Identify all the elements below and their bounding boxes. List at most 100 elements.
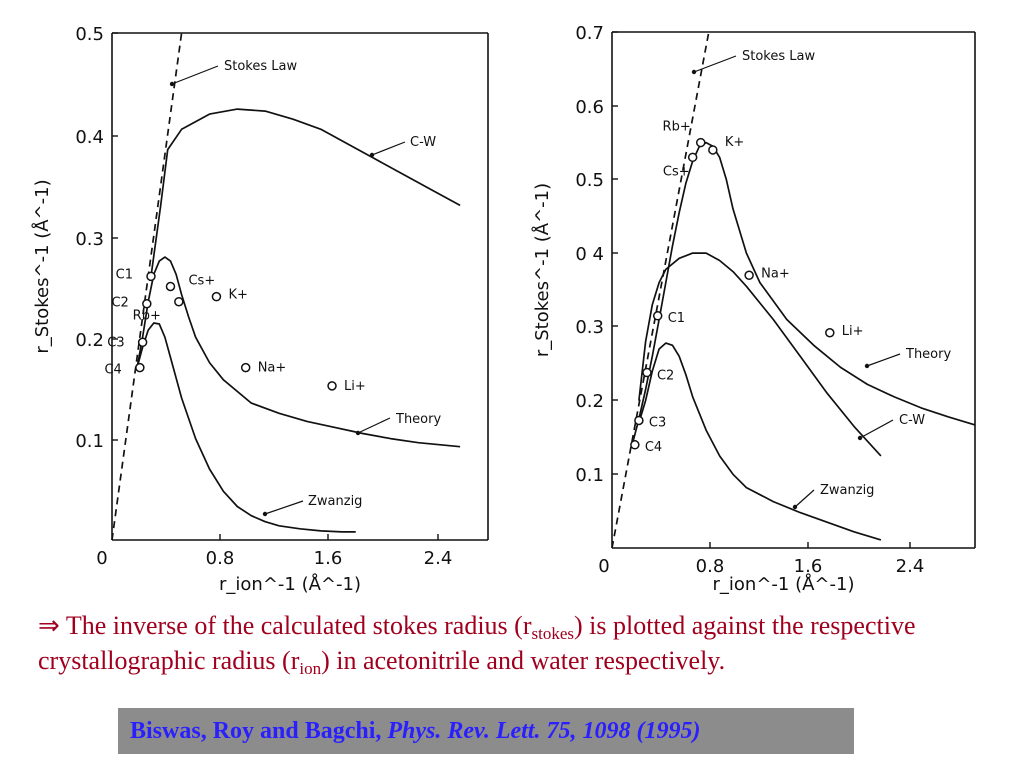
point-label-c1: C1 — [116, 267, 133, 282]
annotation-arrowhead-c-w — [857, 435, 863, 441]
series-c-w — [638, 252, 882, 457]
y-tick-label: 0 4 — [575, 244, 604, 265]
y-tick-label: 0.5 — [75, 24, 104, 45]
point-c1 — [652, 311, 663, 321]
figure-caption: ⇒ The inverse of the calculated stokes r… — [38, 608, 1013, 678]
y-tick-label: 0.1 — [75, 431, 104, 452]
annotation-leader-zwanzig — [264, 500, 304, 515]
point-label-c1: C1 — [668, 311, 685, 326]
y-tick-label: 0.5 — [575, 170, 604, 191]
point-label-na: Na+ — [258, 361, 287, 376]
point-c3 — [137, 337, 148, 348]
x-tick-label: 0 — [598, 556, 609, 577]
charts-figure: 0.1 0.2 0.3 0.4 0.5 0 0.8 1.6 2.4 r_Stokes^-1 (Å^… — [31, 23, 976, 595]
annotation-arrowhead-zwanzig — [792, 504, 798, 510]
annotation-arrowhead-theory — [864, 363, 870, 369]
point-label-li: Li+ — [842, 324, 864, 339]
point-label-li: Li+ — [344, 379, 366, 394]
annotation-theory: Theory — [905, 347, 951, 362]
point-c4 — [630, 440, 640, 450]
citation-box: Biswas, Roy and Bagchi, Phys. Rev. Lett.… — [118, 708, 854, 754]
x-tick-label: 0.8 — [206, 548, 235, 569]
point-c2 — [642, 367, 652, 378]
point-na — [240, 362, 251, 373]
y-tick-label: 0.3 — [575, 317, 604, 338]
caption-text-1: The inverse of the calculated stokes rad… — [59, 611, 532, 640]
annotation-leader-stokes-law — [693, 55, 737, 73]
series-zwanzig — [136, 322, 356, 533]
annotation-arrowhead-c-w — [369, 152, 375, 158]
caption-text-2: ) is plotted against the respective crys… — [38, 611, 916, 675]
x-axis-label: r_ion^-1 (Å^-1) — [713, 573, 855, 595]
x-axis-label: r_ion^-1 (Å^-1) — [219, 573, 361, 595]
chart-acetonitrile: 0.1 0.2 0.3 0.4 0.5 0 0.8 1.6 2.4 r_Stokes^-1 (Å^… — [31, 24, 489, 595]
annotation-arrowhead-zwanzig — [262, 511, 268, 517]
annotation-arrowhead-theory — [355, 430, 361, 436]
point-label-cs: Cs+ — [188, 274, 215, 289]
y-tick-label: 0.6 — [575, 97, 604, 118]
series-theory — [136, 256, 461, 448]
annotation-leader-c-w — [371, 141, 406, 156]
point-rb — [174, 296, 184, 307]
point-label-k: K+ — [228, 288, 247, 303]
annotation-c-w: C-W — [410, 135, 436, 150]
caption-sub-ion: ion — [299, 659, 322, 678]
annotation-c-w: C-W — [899, 413, 925, 428]
x-tick-label: 2.4 — [896, 556, 925, 577]
point-rb — [695, 137, 706, 148]
series-stokes-law — [111, 32, 183, 541]
point-k — [211, 291, 222, 302]
annotation-arrowhead-stokes-law — [169, 81, 175, 87]
x-tick-label: 0 — [96, 548, 107, 569]
annotation-zwanzig: Zwanzig — [820, 483, 874, 498]
y-tick-label: 0.2 — [575, 391, 604, 412]
point-c3 — [634, 415, 644, 426]
y-axis-label: r_Stokes^-1 (Å^-1) — [531, 183, 553, 357]
implies-arrow: ⇒ — [38, 611, 60, 640]
point-label-c4: C4 — [104, 363, 121, 378]
x-tick-label: 1.6 — [314, 548, 343, 569]
point-li — [825, 328, 835, 338]
y-tick-label: 0.1 — [575, 465, 604, 486]
y-tick-label: 0.7 — [575, 23, 604, 44]
point-c2 — [142, 298, 152, 309]
annotation-leader-theory — [357, 417, 391, 434]
citation-authors: Biswas, Roy and Bagchi, — [130, 718, 388, 744]
point-c1 — [146, 271, 156, 282]
point-label-c3: C3 — [649, 415, 666, 430]
y-tick-label: 0.2 — [75, 330, 104, 351]
point-label-cs: Cs+ — [663, 164, 690, 179]
point-label-c4: C4 — [645, 440, 662, 455]
annotation-zwanzig: Zwanzig — [308, 494, 362, 509]
caption-text-3: ) in acetonitrile and water respectively… — [321, 646, 726, 675]
annotation-leader-c-w — [859, 419, 894, 439]
annotation-theory: Theory — [395, 412, 441, 427]
annotation-stokes-law: Stokes Law — [742, 49, 815, 64]
point-label-c3: C3 — [107, 335, 124, 350]
point-li — [327, 381, 337, 391]
y-axis-label: r_Stokes^-1 (Å^-1) — [31, 179, 53, 353]
y-tick-label: 0.4 — [75, 127, 104, 148]
annotation-leader-stokes-law — [171, 65, 219, 85]
y-tick-label: 0.3 — [75, 229, 104, 250]
annotation-stokes-law: Stokes Law — [224, 59, 297, 74]
x-tick-label: 2.4 — [424, 548, 453, 569]
point-k — [708, 145, 718, 155]
annotation-arrowhead-stokes-law — [691, 69, 697, 75]
series-c-w — [150, 108, 461, 277]
chart-water: 0.1 0.2 0.3 0 4 0.5 0.6 0.7 0 0.8 1.6 2.4 r_Stokes^… — [531, 23, 976, 595]
caption-sub-stokes: stokes — [531, 624, 574, 643]
citation-journal: Phys. Rev. Lett. 75, 1098 (1995) — [387, 718, 701, 744]
annotation-leader-theory — [866, 353, 901, 367]
series-stokes-law — [611, 31, 710, 549]
series-theory — [631, 141, 976, 446]
point-label-c2: C2 — [657, 369, 674, 384]
point-label-rb: Rb+ — [663, 120, 691, 135]
point-label-na: Na+ — [761, 266, 790, 281]
point-label-rb: Rb+ — [133, 309, 161, 324]
point-cs — [165, 281, 176, 292]
point-na — [744, 270, 754, 281]
x-tick-label: 0.8 — [696, 556, 725, 577]
point-label-c2: C2 — [111, 296, 128, 311]
annotation-leader-zwanzig — [794, 489, 815, 508]
